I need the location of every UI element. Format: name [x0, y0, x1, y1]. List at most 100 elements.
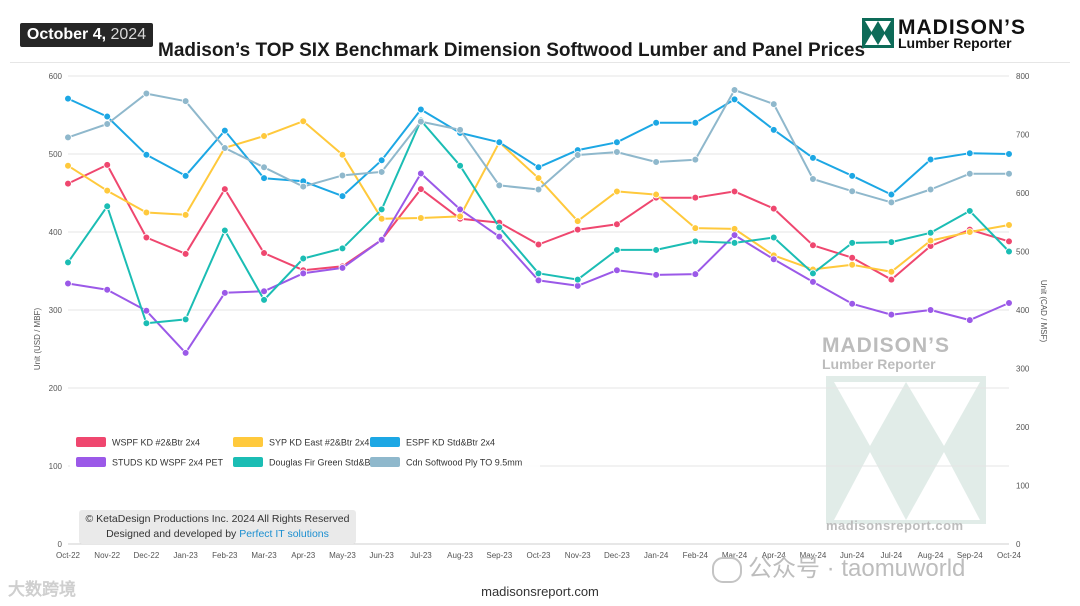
point-dfir-22[interactable]: [926, 228, 935, 237]
point-wspf-5[interactable]: [260, 249, 268, 257]
point-wspf-16[interactable]: [691, 193, 700, 202]
point-syp-10[interactable]: [456, 212, 464, 221]
point-studs-23[interactable]: [965, 316, 974, 324]
point-syp-5[interactable]: [260, 132, 268, 140]
point-espf-5[interactable]: [260, 174, 268, 182]
point-syp-7[interactable]: [338, 150, 347, 159]
point-studs-6[interactable]: [299, 269, 308, 278]
point-dfir-16[interactable]: [691, 237, 700, 246]
point-ply-12[interactable]: [534, 185, 543, 194]
point-espf-8[interactable]: [377, 156, 386, 165]
point-studs-11[interactable]: [495, 232, 504, 241]
point-espf-18[interactable]: [769, 126, 778, 134]
point-syp-1[interactable]: [103, 186, 112, 195]
point-studs-10[interactable]: [456, 205, 464, 214]
point-syp-17[interactable]: [730, 225, 739, 233]
point-studs-24[interactable]: [1005, 299, 1013, 307]
point-dfir-19[interactable]: [809, 269, 817, 278]
point-wspf-17[interactable]: [730, 187, 739, 196]
point-ply-17[interactable]: [730, 86, 739, 94]
point-dfir-10[interactable]: [456, 161, 464, 170]
point-espf-4[interactable]: [221, 126, 229, 135]
point-dfir-18[interactable]: [769, 233, 778, 242]
point-wspf-2[interactable]: [142, 233, 151, 242]
point-studs-5[interactable]: [260, 287, 268, 296]
legend-item-espf[interactable]: ESPF KD Std&Btr 2x4: [370, 437, 495, 448]
point-wspf-19[interactable]: [809, 241, 817, 250]
point-dfir-3[interactable]: [181, 315, 190, 324]
point-ply-11[interactable]: [495, 181, 504, 190]
point-syp-9[interactable]: [417, 214, 425, 222]
point-studs-13[interactable]: [573, 282, 582, 290]
point-espf-22[interactable]: [926, 155, 935, 164]
point-dfir-6[interactable]: [299, 254, 308, 263]
point-dfir-21[interactable]: [887, 238, 896, 246]
point-wspf-13[interactable]: [573, 225, 582, 234]
point-studs-4[interactable]: [221, 289, 229, 297]
point-ply-18[interactable]: [769, 100, 778, 108]
point-ply-24[interactable]: [1005, 169, 1013, 178]
point-dfir-24[interactable]: [1005, 247, 1013, 256]
point-studs-18[interactable]: [769, 255, 778, 264]
footer-url[interactable]: madisonsreport.com: [481, 584, 599, 599]
point-syp-13[interactable]: [573, 217, 582, 225]
legend-item-syp[interactable]: SYP KD East #2&Btr 2x4: [233, 437, 369, 448]
point-espf-16[interactable]: [691, 118, 700, 127]
point-dfir-7[interactable]: [338, 244, 347, 253]
point-studs-1[interactable]: [103, 285, 112, 294]
point-syp-20[interactable]: [848, 260, 856, 269]
point-dfir-15[interactable]: [652, 246, 660, 254]
point-dfir-20[interactable]: [848, 239, 856, 247]
point-ply-21[interactable]: [887, 198, 896, 207]
point-dfir-13[interactable]: [573, 275, 582, 284]
point-ply-14[interactable]: [613, 148, 621, 156]
point-espf-24[interactable]: [1005, 150, 1013, 158]
point-wspf-24[interactable]: [1005, 237, 1013, 246]
point-espf-1[interactable]: [103, 112, 112, 121]
point-espf-7[interactable]: [338, 192, 347, 200]
point-wspf-4[interactable]: [221, 185, 229, 193]
point-dfir-12[interactable]: [534, 269, 543, 278]
point-syp-0[interactable]: [64, 161, 72, 170]
point-espf-2[interactable]: [142, 150, 151, 159]
legend-item-dfir[interactable]: Douglas Fir Green Std&Btr 2x4: [233, 457, 393, 468]
point-syp-15[interactable]: [652, 190, 660, 199]
point-studs-0[interactable]: [64, 279, 72, 288]
point-ply-20[interactable]: [848, 187, 856, 196]
point-dfir-8[interactable]: [377, 205, 386, 214]
point-ply-0[interactable]: [64, 133, 72, 142]
point-wspf-18[interactable]: [769, 204, 778, 213]
point-wspf-21[interactable]: [887, 275, 896, 284]
point-syp-24[interactable]: [1005, 221, 1013, 229]
legend-item-studs[interactable]: STUDS KD WSPF 2x4 PET: [76, 457, 224, 468]
point-espf-14[interactable]: [613, 138, 621, 147]
point-dfir-23[interactable]: [965, 207, 974, 215]
legend-item-ply[interactable]: Cdn Softwood Ply TO 9.5mm: [370, 457, 522, 468]
point-syp-16[interactable]: [691, 224, 700, 232]
point-syp-23[interactable]: [965, 228, 974, 236]
point-syp-2[interactable]: [142, 208, 151, 217]
point-wspf-1[interactable]: [103, 161, 112, 169]
point-wspf-9[interactable]: [417, 185, 425, 193]
point-dfir-2[interactable]: [142, 319, 151, 328]
point-ply-3[interactable]: [181, 97, 190, 105]
point-ply-22[interactable]: [926, 185, 935, 194]
point-espf-15[interactable]: [652, 118, 660, 127]
point-ply-7[interactable]: [338, 171, 347, 180]
point-studs-7[interactable]: [338, 264, 347, 272]
point-syp-8[interactable]: [377, 214, 386, 223]
point-studs-22[interactable]: [926, 306, 935, 314]
point-studs-3[interactable]: [181, 349, 190, 357]
point-espf-21[interactable]: [887, 190, 896, 199]
point-espf-19[interactable]: [809, 154, 817, 162]
point-wspf-20[interactable]: [848, 253, 856, 262]
point-syp-14[interactable]: [613, 187, 621, 196]
point-syp-21[interactable]: [887, 267, 896, 276]
point-wspf-3[interactable]: [181, 250, 190, 258]
point-studs-20[interactable]: [848, 299, 856, 308]
point-ply-16[interactable]: [691, 155, 700, 164]
point-espf-12[interactable]: [534, 163, 543, 172]
point-syp-22[interactable]: [926, 236, 935, 245]
point-wspf-0[interactable]: [64, 179, 72, 188]
point-studs-15[interactable]: [652, 271, 660, 279]
